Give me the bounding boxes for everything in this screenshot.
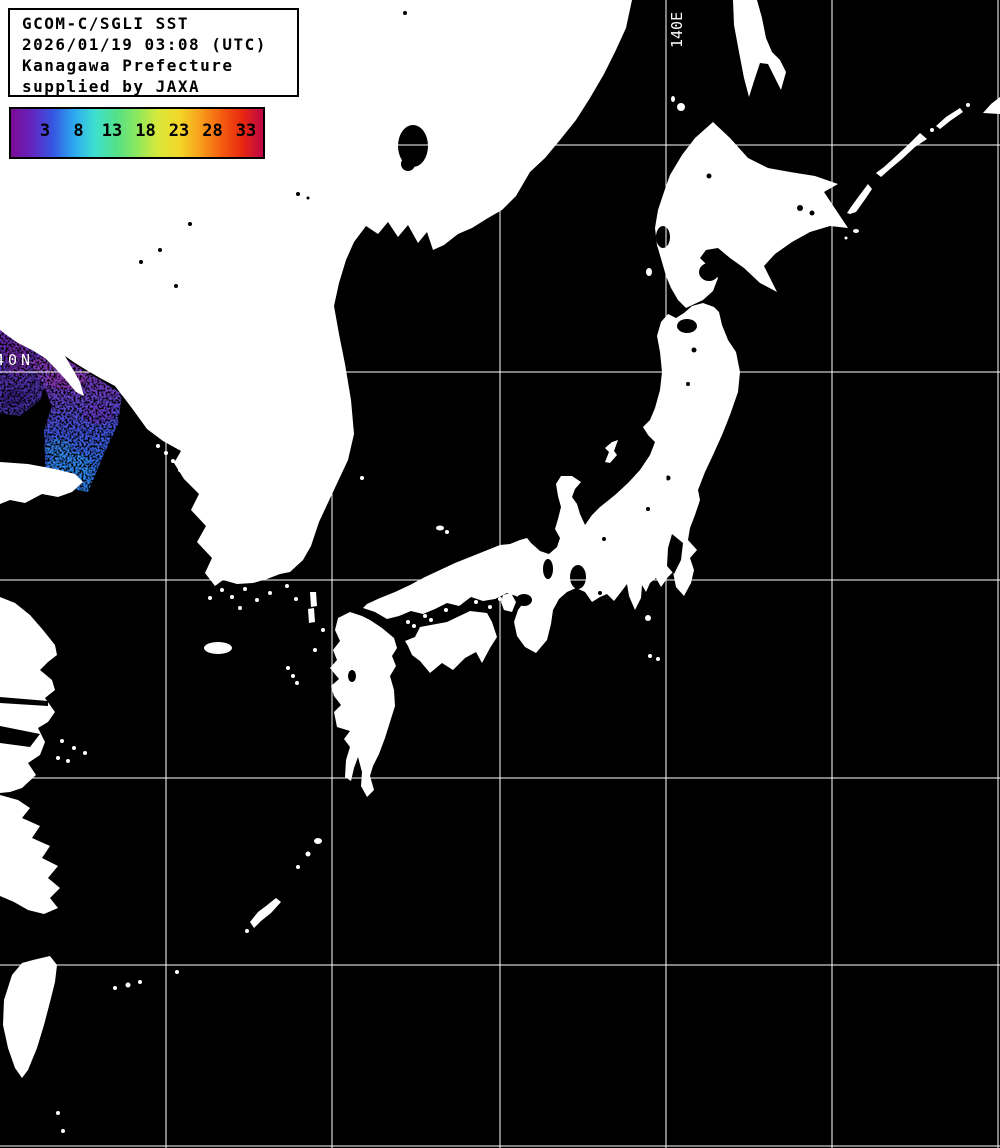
tokyo-bay (667, 534, 683, 574)
land-shandong (0, 462, 83, 504)
land-fujian-coast (0, 795, 60, 914)
longitude-label-140e: 140E (668, 11, 686, 48)
hangzhou-bay (0, 726, 40, 747)
yangtze-river (0, 697, 48, 706)
mutsu-bay (677, 319, 697, 333)
data-supplier: supplied by JAXA (22, 77, 201, 96)
title-box: GCOM-C/SGLI SST 2026/01/19 03:08 (UTC) K… (8, 8, 299, 97)
land-kyushu (330, 612, 397, 797)
lake-biwa (543, 559, 553, 579)
colorbar-tick: 28 (202, 121, 223, 141)
small-lakes-rivers (0, 11, 815, 747)
land-shikoku (405, 611, 497, 673)
osaka-bay (516, 594, 532, 606)
kuril-islands (844, 97, 1000, 240)
observation-datetime: 2026/01/19 03:08 (UTC) (22, 35, 267, 54)
ise-bay (570, 565, 586, 589)
colorbar-tick: 23 (168, 121, 190, 141)
land-taiwan (3, 956, 57, 1078)
region-name: Kanagawa Prefecture (22, 56, 234, 75)
land-hokkaido (655, 122, 848, 308)
colorbar-tick: 3 (39, 121, 51, 141)
colorbar-tick: 33 (235, 121, 257, 141)
colorbar-tick: 8 (73, 121, 84, 141)
colorbar-ticks: 3 8 13 18 23 28 33 (11, 109, 263, 157)
sst-noise-speckle (0, 316, 122, 492)
land-sakhalin (733, 0, 786, 97)
ishikari-bay (656, 226, 670, 248)
colorbar-tick: 13 (101, 121, 123, 141)
uchiura-bay (699, 263, 719, 281)
omura-bay (348, 670, 356, 682)
land-honshu (363, 303, 740, 653)
product-title: GCOM-C/SGLI SST (22, 14, 189, 33)
small-islands (56, 96, 685, 1133)
colorbar-gradient (11, 109, 263, 157)
colorbar-tick: 18 (135, 121, 156, 141)
sst-colorbar: 3 8 13 18 23 28 33 (9, 107, 265, 159)
lake-khanka (398, 125, 428, 167)
latitude-label-40n: 40N (0, 351, 35, 369)
